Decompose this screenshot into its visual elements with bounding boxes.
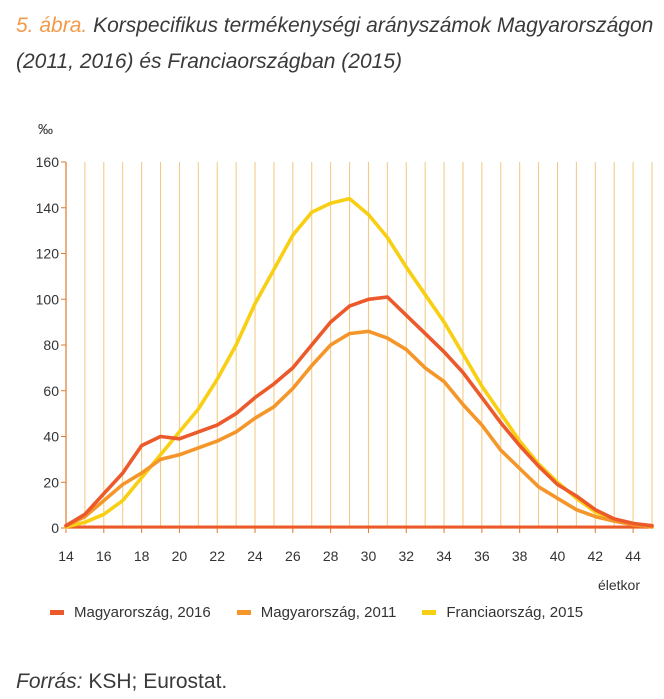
legend-swatch-fr2015 bbox=[422, 610, 437, 615]
y-tick-label-160: 160 bbox=[36, 154, 60, 170]
x-axis-label: életkor bbox=[598, 577, 640, 593]
legend-swatch-hu2016 bbox=[50, 610, 64, 615]
x-tick-label-42: 42 bbox=[588, 548, 604, 564]
x-tick-label-20: 20 bbox=[172, 548, 188, 564]
x-tick-label-26: 26 bbox=[285, 548, 301, 564]
legend-item-fr2015: Franciaország, 2015 bbox=[422, 604, 583, 621]
legend-item-hu2011: Magyarország, 2011 bbox=[236, 604, 397, 621]
legend-label-fr2015: Franciaország, 2015 bbox=[446, 604, 584, 621]
legend-label-hu2016: Magyarország, 2016 bbox=[74, 604, 211, 621]
y-tick-label-20: 20 bbox=[43, 474, 59, 490]
axes bbox=[61, 161, 652, 533]
source-note: Forrás: KSH; Eurostat. bbox=[16, 670, 227, 694]
x-tick-label-32: 32 bbox=[398, 548, 414, 564]
series-line-hu2011 bbox=[64, 329, 654, 529]
x-tick-label-16: 16 bbox=[96, 548, 112, 564]
source-text: KSH; Eurostat. bbox=[82, 670, 228, 693]
x-tick-label-22: 22 bbox=[209, 548, 225, 564]
figure-number: 5. ábra. bbox=[16, 14, 88, 37]
tick-labels: 0 20 40 60 80 100 120 140 160 14 16 18 20 22 24 26 28 30 3… bbox=[36, 154, 641, 564]
series-line-hu2016 bbox=[64, 295, 654, 528]
series-lines bbox=[64, 196, 654, 529]
y-tick-label-140: 140 bbox=[36, 200, 60, 216]
title-text: Korspecifikus termékenységi arányszámok … bbox=[16, 14, 654, 73]
x-tick-label-28: 28 bbox=[323, 548, 339, 564]
x-tick-label-30: 30 bbox=[361, 548, 377, 564]
x-tick-label-36: 36 bbox=[474, 548, 490, 564]
series-line-fr2015 bbox=[64, 196, 654, 529]
x-tick-label-14: 14 bbox=[58, 548, 74, 564]
chart-title: 5. ábra. Korspecifikus termékenységi ará… bbox=[16, 8, 656, 80]
x-tick-label-34: 34 bbox=[436, 548, 452, 564]
y-tick-label-40: 40 bbox=[43, 429, 59, 445]
y-tick-label-80: 80 bbox=[43, 337, 59, 353]
line-chart: 0 20 40 60 80 100 120 140 160 14 16 18 20 22 24 26 28 30 3… bbox=[36, 121, 654, 593]
source-label: Forrás: bbox=[16, 670, 83, 693]
x-tick-label-18: 18 bbox=[134, 548, 150, 564]
x-tick-label-38: 38 bbox=[512, 548, 528, 564]
legend-label-hu2011: Magyarország, 2011 bbox=[260, 604, 397, 621]
legend-item-hu2016: Magyarország, 2016 bbox=[50, 604, 211, 621]
y-tick-label-0: 0 bbox=[51, 520, 59, 536]
x-tick-label-24: 24 bbox=[247, 548, 263, 564]
x-tick-label-40: 40 bbox=[550, 548, 566, 564]
legend: Magyarország, 2016 Magyarország, 2011 Fr… bbox=[50, 604, 609, 621]
y-tick-label-100: 100 bbox=[36, 291, 60, 307]
x-tick-label-44: 44 bbox=[625, 548, 641, 564]
y-axis-label: ‰ bbox=[38, 121, 53, 138]
legend-swatch-hu2011 bbox=[236, 610, 251, 615]
y-tick-label-60: 60 bbox=[43, 383, 59, 399]
y-tick-label-120: 120 bbox=[36, 246, 60, 262]
